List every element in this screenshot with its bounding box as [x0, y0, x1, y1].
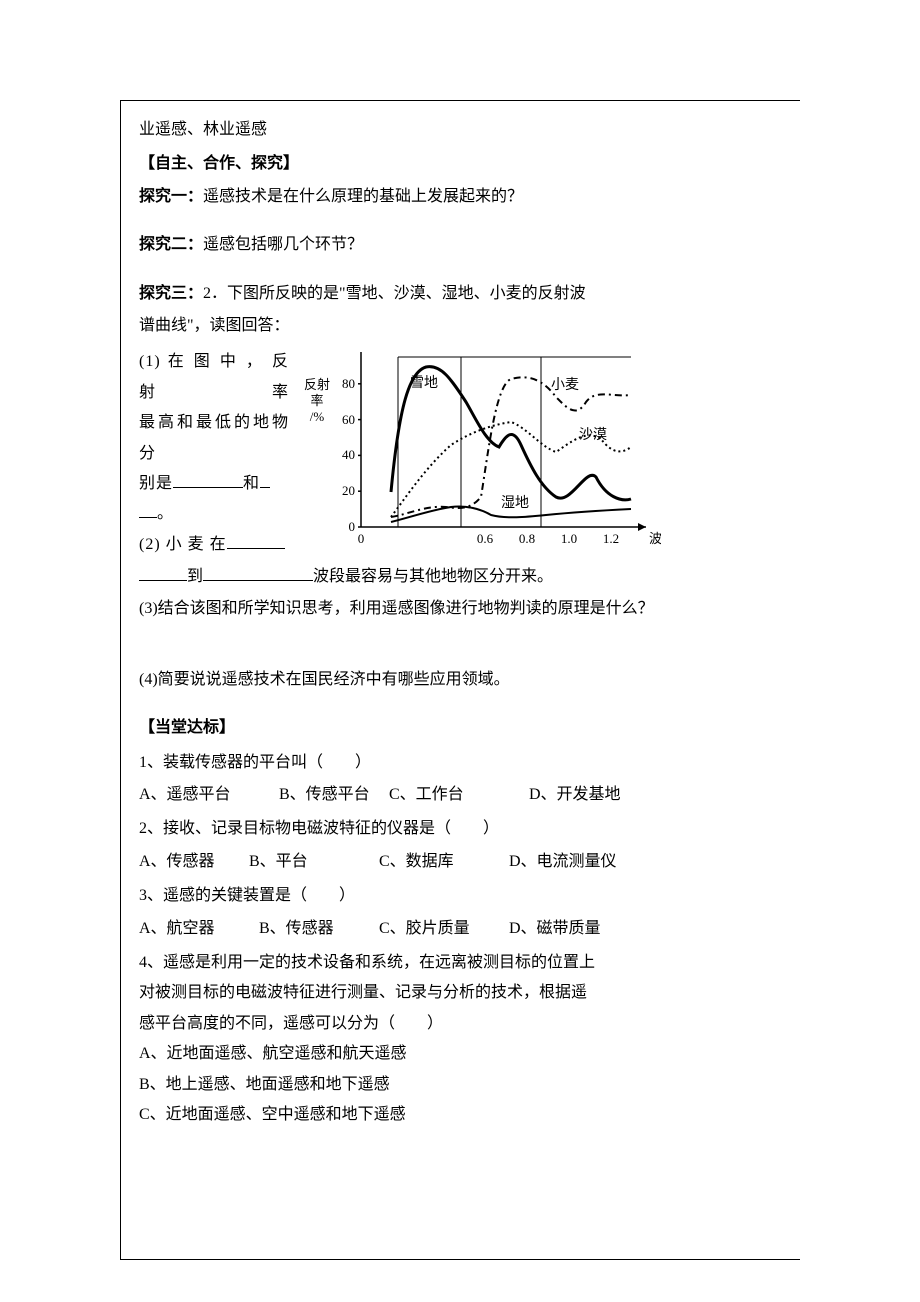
- explore-2: 探究二：遥感包括哪几个环节？: [139, 230, 782, 260]
- ytick-40: 40: [342, 447, 355, 462]
- quiz-q3: 3、遥感的关键装置是（ ） A、航空器 B、传感器 C、胶片质量 D、磁带质量: [139, 881, 782, 944]
- explore-3-label: 探究三：: [139, 285, 203, 302]
- q1-line4: 。: [139, 499, 289, 529]
- ytick-0: 0: [349, 519, 356, 534]
- quiz-q4-C[interactable]: C、近地面遥感、空中遥感和地下遥感: [139, 1100, 782, 1130]
- q2-rest: 波段最容易与其他地物区分开来。: [313, 568, 553, 585]
- blank-wheat-to-a[interactable]: [139, 565, 187, 581]
- blank-wheat-to-b[interactable]: [203, 565, 313, 581]
- quiz-q1-B[interactable]: B、传感平台: [279, 780, 389, 810]
- ytick-80: 80: [342, 376, 355, 391]
- anno-desert: 沙漠: [579, 427, 607, 443]
- explore-1-label: 探究一：: [139, 188, 203, 205]
- blank-wheat-from[interactable]: [227, 533, 285, 549]
- q2-line2: 到 波段最容易与其他地物区分开来。: [139, 562, 782, 592]
- quiz-q2-D[interactable]: D、电流测量仪: [509, 847, 617, 877]
- y-label-bottom: /%: [310, 409, 324, 424]
- xtick-08: 0.8: [519, 531, 535, 546]
- explore-3: 探究三：2．下图所反映的是"雪地、沙漠、湿地、小麦的反射波: [139, 279, 782, 309]
- quiz-q1: 1、装载传感器的平台叫（ ） A、遥感平台 B、传感平台 C、工作台 D、开发基…: [139, 748, 782, 811]
- ytick-20: 20: [342, 483, 355, 498]
- q2-to: 到: [187, 568, 203, 585]
- xtick-10: 1.0: [561, 531, 577, 546]
- explore-2-label: 探究二：: [139, 236, 203, 253]
- explore-3-text-b: 谱曲线"，读图回答：: [139, 311, 782, 341]
- blank-lowest[interactable]: [139, 502, 157, 518]
- quiz-q4-B[interactable]: B、地上遥感、地面遥感和地下遥感: [139, 1070, 782, 1100]
- quiz-q4-stem-c: 感平台高度的不同，遥感可以分为（ ）: [139, 1009, 782, 1039]
- q2-line1: (2) 小 麦 在: [139, 530, 289, 560]
- chart-svg: 0 20 40 60 80 0 0.6 0.8 1.0 1.2 波长/μm: [331, 347, 661, 557]
- quiz-q3-A[interactable]: A、航空器: [139, 914, 259, 944]
- q1-line3a: 别是: [139, 475, 173, 492]
- q1-line1: (1) 在 图 中 ， 反 射 率: [139, 347, 289, 408]
- quiz-q1-A[interactable]: A、遥感平台: [139, 780, 279, 810]
- xtick-12: 1.2: [603, 531, 619, 546]
- anno-snow: 雪地: [410, 375, 438, 391]
- quiz-q3-D[interactable]: D、磁带质量: [509, 914, 601, 944]
- quiz-q2-A[interactable]: A、传感器: [139, 847, 249, 877]
- quiz-q2-B[interactable]: B、平台: [249, 847, 379, 877]
- anno-wetland: 湿地: [501, 495, 529, 511]
- spectral-chart: 反射率 /%: [303, 347, 663, 557]
- blank-and-tail[interactable]: [260, 472, 270, 488]
- figure-row: (1) 在 图 中 ， 反 射 率 最高和最低的地物分 别是 和 。 (2) 小 …: [139, 347, 782, 560]
- quiz-q4-stem-a: 4、遥感是利用一定的技术设备和系统，在远离被测目标的位置上: [139, 948, 782, 978]
- quiz-q3-stem: 3、遥感的关键装置是（ ）: [139, 881, 782, 911]
- explore-1: 探究一：遥感技术是在什么原理的基础上发展起来的？: [139, 182, 782, 212]
- quiz-q4: 4、遥感是利用一定的技术设备和系统，在远离被测目标的位置上 对被测目标的电磁波特…: [139, 948, 782, 1130]
- quiz-q1-stem: 1、装载传感器的平台叫（ ）: [139, 748, 782, 778]
- quiz-q3-C[interactable]: C、胶片质量: [379, 914, 509, 944]
- y-axis-label: 反射率 /%: [303, 377, 331, 424]
- q1-line3b: 和: [243, 475, 260, 492]
- quiz-q2-C[interactable]: C、数据库: [379, 847, 509, 877]
- explore-3-num: 2．: [203, 285, 227, 302]
- section-quiz-title: 【当堂达标】: [139, 713, 782, 743]
- q2-line1a: (2) 小 麦 在: [139, 536, 227, 553]
- q1-line2: 最高和最低的地物分: [139, 408, 289, 469]
- anno-wheat: 小麦: [551, 377, 579, 393]
- blank-highest[interactable]: [173, 472, 243, 488]
- quiz-q4-A[interactable]: A、近地面遥感、航空遥感和航天遥感: [139, 1039, 782, 1069]
- x-axis-label: 波长/μm: [649, 531, 661, 546]
- ytick-60: 60: [342, 412, 355, 427]
- document-frame: 业遥感、林业遥感 【自主、合作、探究】 探究一：遥感技术是在什么原理的基础上发展…: [120, 100, 800, 1260]
- figure-left-text: (1) 在 图 中 ， 反 射 率 最高和最低的地物分 别是 和 。 (2) 小 …: [139, 347, 289, 560]
- q1-line3: 别是 和: [139, 469, 289, 499]
- q1-period: 。: [157, 505, 174, 522]
- quiz-q2: 2、接收、记录目标物电磁波特征的仪器是（ ） A、传感器 B、平台 C、数据库 …: [139, 814, 782, 877]
- y-label-top: 反射率: [304, 377, 330, 408]
- header-tail: 业遥感、林业遥感: [139, 115, 782, 145]
- quiz-q4-stem-b: 对被测目标的电磁波特征进行测量、记录与分析的技术，根据遥: [139, 978, 782, 1008]
- explore-3-text-a: 下图所反映的是"雪地、沙漠、湿地、小麦的反射波: [227, 285, 586, 302]
- q4-text: (4)简要说说遥感技术在国民经济中有哪些应用领域。: [139, 665, 782, 695]
- explore-2-text: 遥感包括哪几个环节？: [203, 236, 363, 253]
- xtick-06: 0.6: [477, 531, 494, 546]
- xtick-0: 0: [358, 531, 365, 546]
- quiz-q2-stem: 2、接收、记录目标物电磁波特征的仪器是（ ）: [139, 814, 782, 844]
- explore-1-text: 遥感技术是在什么原理的基础上发展起来的？: [203, 188, 523, 205]
- quiz-q1-D[interactable]: D、开发基地: [529, 780, 621, 810]
- q3-text: (3)结合该图和所学知识思考，利用遥感图像进行地物判读的原理是什么？: [139, 594, 782, 624]
- quiz-q3-B[interactable]: B、传感器: [259, 914, 379, 944]
- section-autonomy-title: 【自主、合作、探究】: [139, 149, 782, 179]
- quiz-q1-C[interactable]: C、工作台: [389, 780, 529, 810]
